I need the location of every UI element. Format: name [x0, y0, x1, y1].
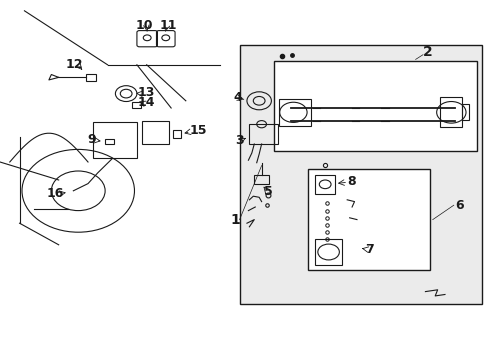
Text: 7: 7	[364, 243, 373, 256]
Bar	[439, 97, 461, 127]
Bar	[93, 122, 137, 158]
Text: 16: 16	[46, 187, 63, 200]
Bar	[315, 175, 334, 194]
Text: 10: 10	[135, 19, 153, 32]
Text: 6: 6	[454, 199, 463, 212]
Text: 14: 14	[138, 96, 155, 109]
Text: 12: 12	[65, 58, 83, 71]
Bar	[172, 130, 181, 138]
Text: 9: 9	[87, 133, 96, 146]
Text: 2: 2	[422, 45, 432, 59]
Text: 11: 11	[160, 19, 177, 32]
Text: 4: 4	[233, 91, 242, 104]
Text: 5: 5	[263, 185, 272, 198]
Bar	[249, 124, 277, 144]
Text: 13: 13	[138, 86, 155, 99]
Bar	[307, 169, 429, 270]
Bar	[105, 139, 114, 144]
Bar	[142, 121, 168, 144]
Bar	[239, 45, 481, 304]
Bar	[85, 74, 96, 81]
Bar	[461, 104, 468, 120]
Text: 8: 8	[346, 175, 355, 188]
Bar	[273, 61, 476, 151]
Bar	[254, 175, 268, 184]
Bar	[315, 239, 342, 265]
Bar	[132, 102, 141, 108]
Text: 15: 15	[189, 124, 206, 137]
Bar	[278, 99, 310, 126]
Text: 1: 1	[230, 213, 240, 226]
Text: 3: 3	[235, 134, 244, 147]
